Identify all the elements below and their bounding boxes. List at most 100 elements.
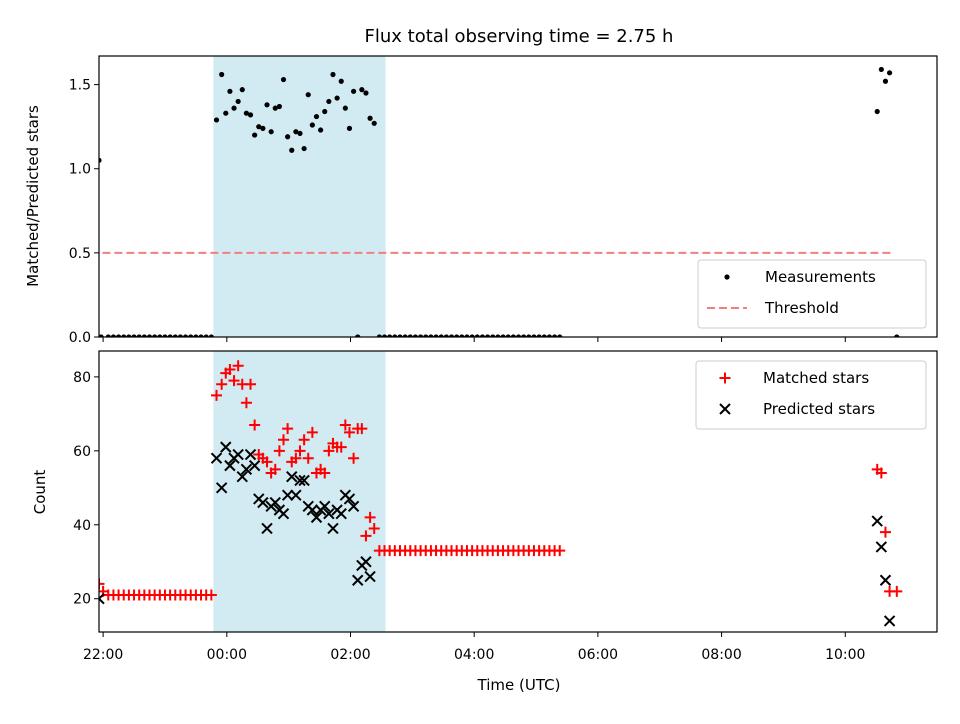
predicted-stars-point bbox=[364, 570, 376, 583]
measurement-point bbox=[247, 112, 254, 118]
matched-stars-point bbox=[360, 530, 372, 542]
measurement-point bbox=[115, 334, 122, 337]
measurement-point bbox=[428, 334, 434, 337]
measurement-point bbox=[392, 334, 398, 337]
measurement-point bbox=[367, 115, 373, 121]
matched-stars-point bbox=[261, 456, 273, 468]
measurement-point bbox=[484, 334, 491, 337]
axes-frame bbox=[98, 55, 938, 338]
predicted-stars-point bbox=[248, 459, 261, 472]
measurement-point bbox=[280, 76, 287, 83]
matched-stars-point bbox=[891, 585, 903, 597]
measurement-point bbox=[272, 105, 278, 111]
measurement-point bbox=[285, 134, 291, 140]
matched-stars-point bbox=[306, 426, 318, 438]
measurement-point bbox=[448, 334, 455, 337]
predicted-stars-point bbox=[277, 507, 290, 520]
matched-stars-point bbox=[245, 378, 257, 390]
measurement-point bbox=[301, 145, 307, 152]
measurement-point bbox=[121, 334, 127, 337]
measurement-point bbox=[162, 334, 168, 337]
measurement-point bbox=[350, 88, 357, 94]
matched-stars-point bbox=[232, 360, 244, 372]
measurement-point bbox=[203, 334, 209, 337]
matched-stars-point bbox=[273, 445, 285, 457]
predicted-stars-point bbox=[879, 574, 892, 586]
y-tick-label: 20 bbox=[73, 592, 91, 608]
measurement-point bbox=[239, 87, 245, 93]
predicted-stars-point bbox=[335, 507, 347, 520]
predicted-stars-point bbox=[286, 471, 298, 483]
measurement-point bbox=[469, 334, 475, 337]
measurement-point bbox=[878, 66, 884, 73]
predicted-stars-point bbox=[99, 593, 105, 605]
measurement-point bbox=[381, 334, 388, 337]
measurement-point bbox=[557, 334, 563, 337]
matched-stars-point bbox=[875, 467, 887, 479]
y-tick-label: 0.0 bbox=[69, 330, 91, 346]
measurement-point bbox=[363, 90, 369, 96]
predicted-stars-point bbox=[323, 507, 335, 520]
measurement-point bbox=[157, 334, 163, 337]
legend-label: Threshold bbox=[764, 299, 839, 317]
measurement-point bbox=[322, 108, 328, 115]
bottom-panel: 20 40 60 80 22:00 00:00 02:00 04:00 06:00 08:00 10… bbox=[73, 350, 938, 663]
measurement-point bbox=[387, 334, 393, 337]
predicted-stars-point bbox=[257, 496, 269, 509]
measurement-point bbox=[355, 334, 361, 337]
predicted-stars-point bbox=[215, 482, 228, 494]
matched-stars-point bbox=[335, 441, 347, 453]
chart-title: Flux total observing time = 2.75 h bbox=[365, 26, 674, 47]
measurement-point bbox=[531, 334, 537, 337]
measurement-point bbox=[235, 98, 241, 105]
y-tick-label: 0.5 bbox=[69, 246, 91, 262]
measurement-point bbox=[146, 334, 153, 337]
predicted-stars-point bbox=[343, 493, 356, 505]
y-tick-label: 40 bbox=[73, 518, 91, 534]
measurement-point bbox=[318, 127, 324, 133]
measurement-point bbox=[213, 117, 220, 123]
measurement-point bbox=[243, 110, 249, 116]
x-tick-label: 10:00 bbox=[825, 647, 865, 663]
measurement-point bbox=[182, 334, 189, 337]
matched-stars-point bbox=[211, 389, 223, 401]
matched-stars-point bbox=[298, 434, 310, 446]
measurement-point bbox=[423, 334, 429, 337]
x-tick-label: 00:00 bbox=[207, 647, 247, 663]
predicted-stars-point bbox=[261, 522, 273, 535]
matched-stars-point bbox=[228, 375, 240, 387]
predicted-stars-point bbox=[306, 504, 319, 516]
measurement-point bbox=[193, 334, 199, 337]
measurement-point bbox=[412, 334, 419, 337]
matched-stars-point bbox=[216, 378, 228, 390]
legend-box bbox=[695, 360, 927, 430]
predicted-stars-point bbox=[319, 500, 331, 512]
predicted-stars-point bbox=[236, 471, 248, 483]
x-tick-label: 06:00 bbox=[578, 647, 618, 663]
predicted-stars-point bbox=[360, 556, 372, 568]
matched-stars-point bbox=[323, 445, 335, 457]
measurement-point bbox=[474, 334, 480, 337]
measurement-point bbox=[105, 334, 111, 337]
predicted-stars-point bbox=[298, 474, 310, 487]
measurement-point bbox=[334, 95, 340, 101]
measurement-point bbox=[131, 334, 137, 337]
legend: Measurements Threshold bbox=[697, 259, 927, 329]
matched-stars-point bbox=[205, 589, 217, 601]
predicted-stars-point bbox=[294, 474, 306, 487]
matched-stars-point bbox=[343, 426, 355, 438]
measurement-point bbox=[293, 129, 299, 135]
legend-marker-plus bbox=[719, 372, 731, 384]
legend-box bbox=[697, 259, 927, 329]
measurement-point bbox=[417, 334, 424, 337]
measurement-point bbox=[227, 88, 233, 94]
predicted-stars-point bbox=[290, 489, 302, 501]
measurement-point bbox=[141, 334, 147, 337]
measurement-point bbox=[882, 78, 889, 84]
measurement-point bbox=[177, 334, 184, 337]
measurement-point bbox=[541, 334, 547, 337]
predicted-stars-point bbox=[220, 441, 232, 453]
measurement-point bbox=[433, 334, 439, 337]
measurement-point bbox=[359, 87, 365, 93]
predicted-stars-point bbox=[352, 574, 364, 586]
